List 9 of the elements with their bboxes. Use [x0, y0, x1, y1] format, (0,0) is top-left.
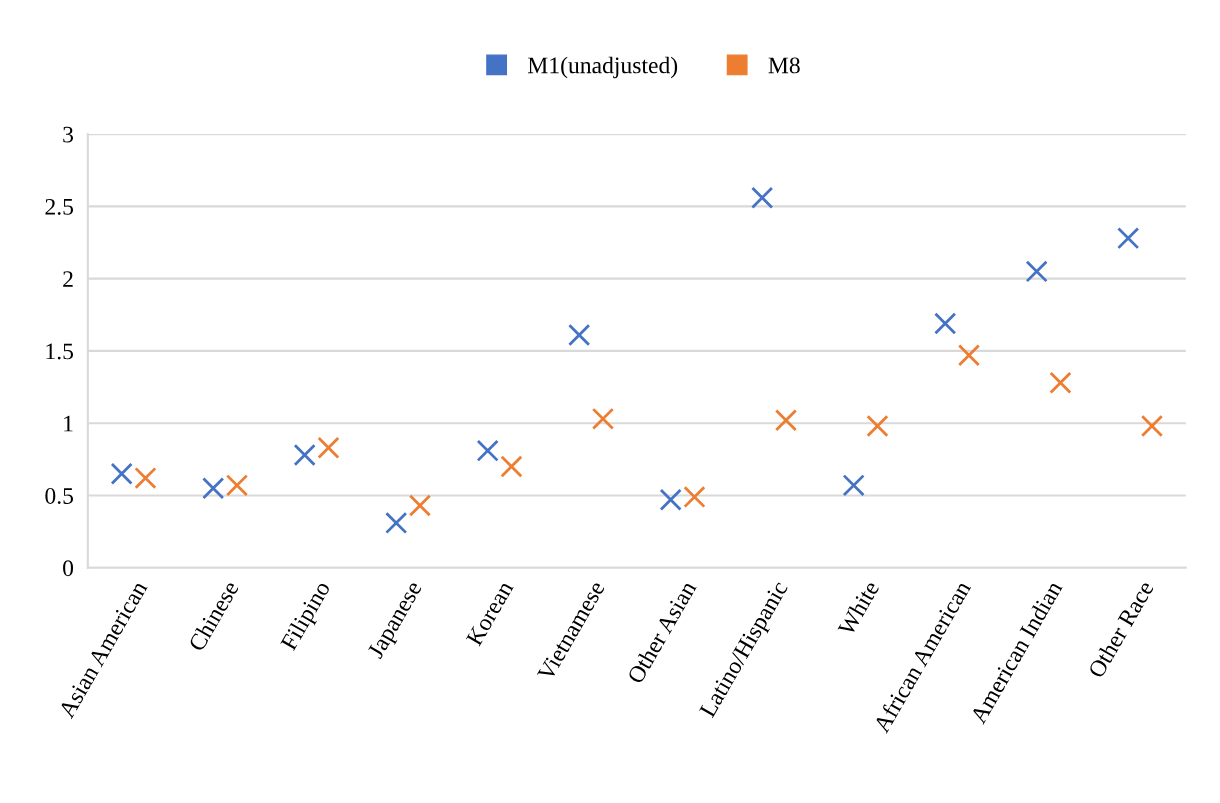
y-tick-label: 2.5 — [45, 198, 74, 215]
legend-label: M1(unadjusted) — [528, 56, 678, 79]
y-tick-label: 0 — [63, 560, 74, 577]
y-tick-label: 0.5 — [45, 487, 74, 504]
y-tick-label: 1.5 — [46, 343, 74, 360]
y-tick-label: 3 — [63, 126, 74, 143]
y-tick-label: 2 — [63, 271, 73, 287]
legend-label: M8 — [768, 57, 800, 74]
y-tick-label: 1 — [64, 415, 73, 432]
